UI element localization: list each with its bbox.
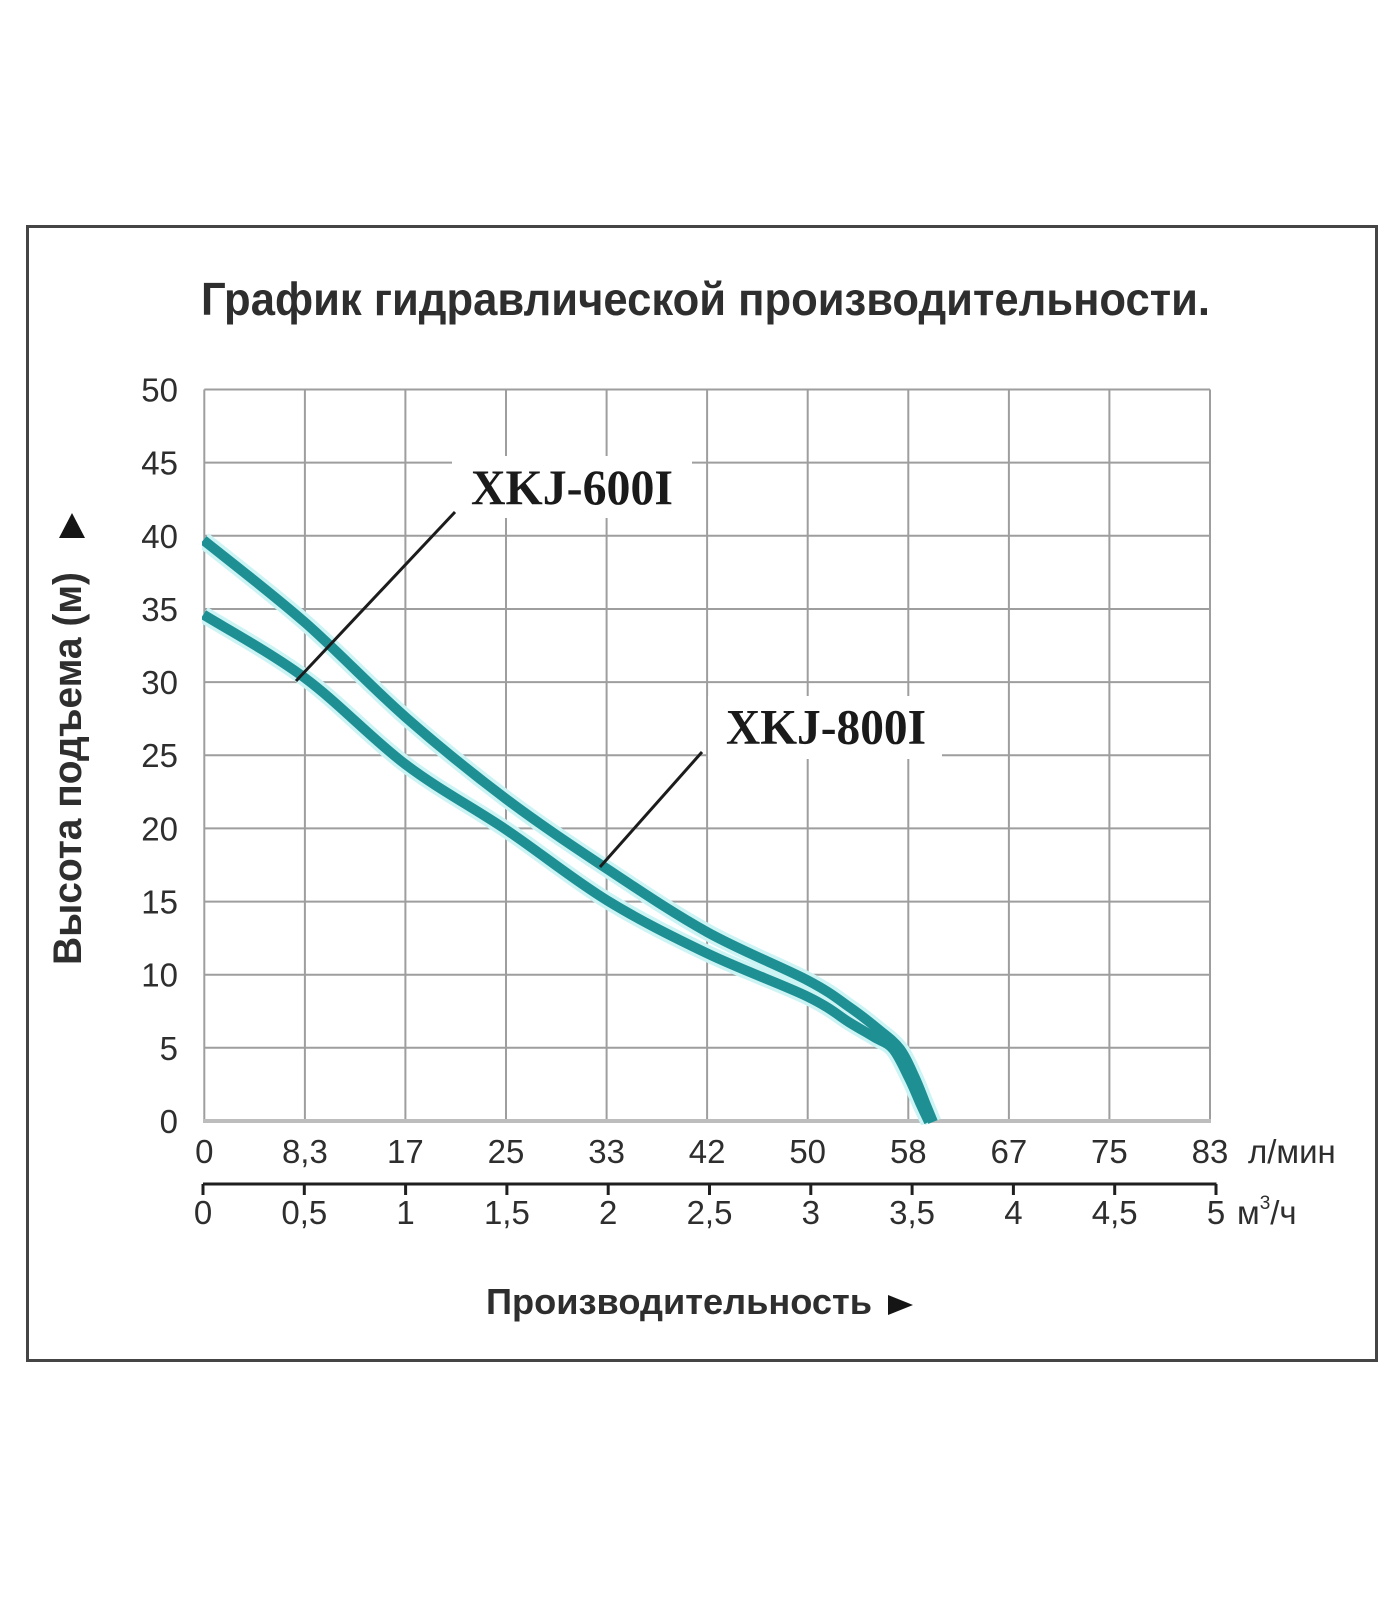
svg-text:Производительность: Производительность: [486, 1281, 872, 1322]
svg-text:45: 45: [141, 445, 178, 482]
svg-text:3,5: 3,5: [889, 1194, 935, 1231]
svg-text:20: 20: [141, 810, 178, 847]
svg-text:67: 67: [991, 1133, 1028, 1170]
svg-text:8,3: 8,3: [282, 1133, 328, 1170]
svg-text:л/мин: л/мин: [1248, 1133, 1336, 1170]
svg-text:2: 2: [599, 1194, 617, 1231]
svg-text:5: 5: [160, 1030, 178, 1067]
svg-text:30: 30: [141, 664, 178, 701]
svg-text:10: 10: [141, 957, 178, 994]
svg-text:42: 42: [689, 1133, 726, 1170]
svg-text:0: 0: [195, 1133, 213, 1170]
svg-text:58: 58: [890, 1133, 927, 1170]
svg-text:75: 75: [1091, 1133, 1128, 1170]
svg-text:50: 50: [141, 372, 178, 409]
svg-text:25: 25: [141, 737, 178, 774]
svg-text:XKJ-600I: XKJ-600I: [471, 459, 673, 515]
svg-text:2,5: 2,5: [687, 1194, 733, 1231]
svg-text:XKJ-800I: XKJ-800I: [726, 699, 926, 755]
svg-text:4: 4: [1004, 1194, 1022, 1231]
svg-text:1,5: 1,5: [484, 1194, 530, 1231]
svg-text:35: 35: [141, 591, 178, 628]
svg-text:50: 50: [789, 1133, 826, 1170]
svg-text:График гидравлической производ: График гидравлической производительности…: [201, 273, 1210, 325]
svg-text:25: 25: [488, 1133, 525, 1170]
svg-text:83: 83: [1192, 1133, 1229, 1170]
svg-text:4,5: 4,5: [1092, 1194, 1138, 1231]
svg-text:Высота подъема (м): Высота подъема (м): [46, 572, 90, 965]
svg-text:1: 1: [396, 1194, 414, 1231]
svg-text:17: 17: [387, 1133, 424, 1170]
svg-text:0: 0: [194, 1194, 212, 1231]
svg-text:0: 0: [160, 1103, 178, 1140]
svg-text:15: 15: [141, 884, 178, 921]
svg-text:33: 33: [588, 1133, 625, 1170]
svg-text:5: 5: [1207, 1194, 1225, 1231]
svg-text:3: 3: [802, 1194, 820, 1231]
svg-text:40: 40: [141, 518, 178, 555]
svg-text:0,5: 0,5: [281, 1194, 327, 1231]
